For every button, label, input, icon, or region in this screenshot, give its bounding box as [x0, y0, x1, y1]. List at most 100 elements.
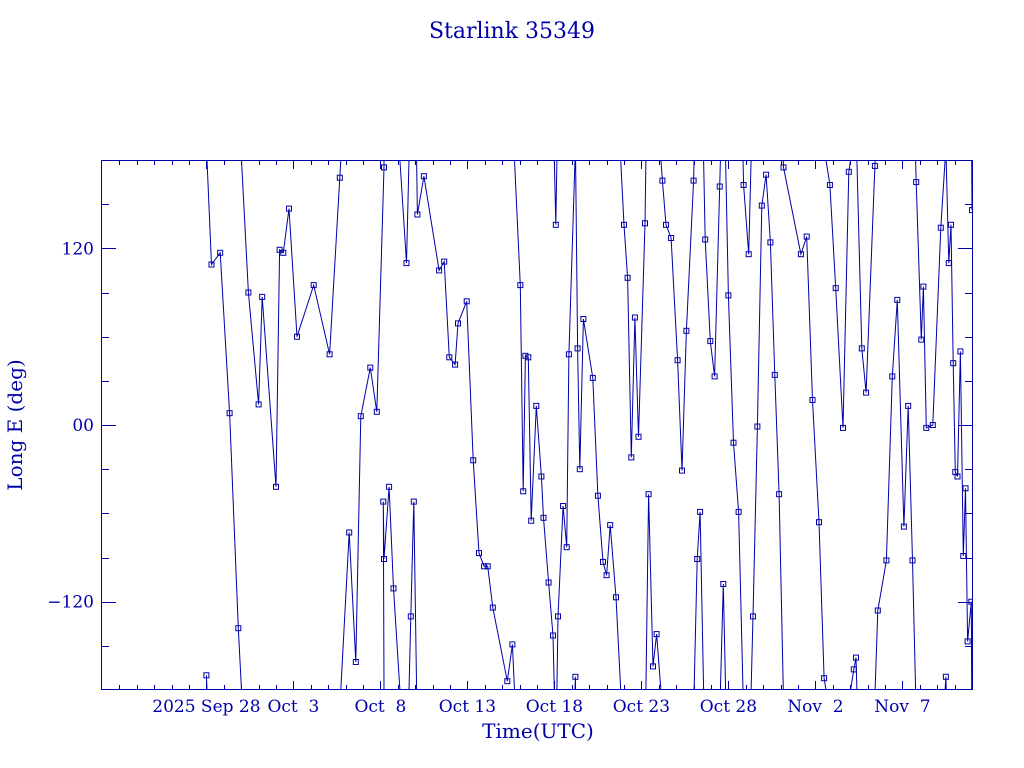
- x-tick-label: Oct 3: [267, 697, 319, 717]
- data-point: [255, 401, 262, 408]
- data-point: [809, 397, 816, 403]
- data-point: [613, 594, 619, 601]
- x-tick-label: Oct 18: [526, 697, 583, 717]
- data-point: [310, 282, 317, 289]
- data-point: [217, 249, 224, 256]
- data-point: [484, 563, 491, 570]
- x-tick-label: Oct 13: [439, 697, 496, 717]
- data-point: [455, 320, 461, 327]
- data-point: [631, 314, 638, 321]
- x-tick-label: Oct 8: [354, 697, 406, 717]
- data-point: [942, 673, 949, 680]
- data-point: [711, 373, 718, 380]
- data-point: [346, 529, 353, 536]
- data-point: [950, 360, 957, 367]
- data-point: [565, 351, 572, 358]
- data-point: [600, 558, 606, 565]
- data-point: [918, 336, 925, 343]
- data-point: [273, 483, 279, 490]
- data-point: [937, 224, 944, 231]
- data-point: [576, 466, 583, 473]
- data-point: [735, 508, 742, 515]
- data-point: [702, 236, 709, 243]
- data-point: [386, 483, 393, 490]
- data-point: [517, 282, 524, 289]
- data-point: [889, 373, 896, 380]
- data-point: [763, 171, 770, 178]
- data-point: [668, 235, 675, 241]
- data-point: [690, 177, 697, 184]
- data-point: [707, 338, 714, 345]
- y-tick-label: 120: [62, 239, 94, 259]
- data-point: [969, 207, 972, 214]
- data-point: [826, 182, 833, 188]
- data-point: [730, 439, 737, 446]
- data-point: [489, 604, 496, 611]
- data-point: [504, 678, 511, 685]
- data-point: [476, 550, 482, 557]
- data-point: [716, 183, 723, 190]
- data-point: [538, 473, 545, 480]
- series-longitude: [203, 160, 972, 690]
- data-point: [650, 663, 656, 670]
- y-tick-label: −120: [47, 593, 94, 613]
- data-point: [357, 413, 364, 420]
- data-point: [446, 354, 453, 361]
- data-point: [816, 519, 822, 526]
- data-point: [470, 457, 477, 464]
- data-point: [920, 283, 927, 290]
- data-point: [923, 424, 930, 431]
- data-point: [373, 408, 380, 415]
- data-point: [436, 267, 443, 274]
- chart-title: Starlink 35349: [429, 19, 595, 44]
- data-point: [607, 522, 614, 529]
- data-point: [407, 613, 414, 620]
- data-point: [226, 410, 233, 417]
- data-point: [525, 354, 532, 361]
- data-point: [803, 233, 810, 240]
- data-point: [767, 239, 774, 246]
- data-point: [750, 613, 756, 620]
- x-tick-label: Oct 28: [700, 697, 757, 717]
- data-point: [550, 632, 556, 639]
- data-point: [420, 173, 427, 180]
- data-point: [694, 556, 701, 562]
- data-point: [563, 544, 570, 551]
- data-point: [962, 485, 969, 492]
- data-point: [463, 298, 470, 305]
- data-point: [845, 168, 852, 175]
- data-point: [683, 327, 690, 334]
- data-point: [326, 351, 333, 358]
- data-point: [679, 467, 685, 474]
- data-point: [533, 402, 540, 409]
- data-point: [797, 251, 804, 258]
- data-point: [286, 205, 292, 212]
- data-point: [900, 523, 907, 530]
- data-point: [528, 517, 535, 524]
- data-point: [635, 433, 642, 440]
- data-point: [403, 260, 410, 267]
- data-point: [336, 174, 343, 181]
- data-point: [574, 345, 581, 352]
- data-point: [481, 563, 488, 570]
- data-point: [380, 498, 387, 505]
- data-point: [294, 333, 300, 340]
- data-point: [913, 179, 920, 186]
- data-point: [624, 274, 631, 281]
- y-tick-label: 00: [72, 416, 94, 436]
- x-tick-label: Nov 2: [787, 697, 843, 717]
- data-point: [957, 348, 964, 355]
- data-point: [390, 585, 397, 592]
- data-point: [381, 556, 387, 562]
- data-point: [572, 673, 579, 680]
- y-axis: 120 00 −120: [47, 204, 972, 647]
- data-point: [929, 422, 936, 428]
- data-point: [552, 221, 559, 228]
- data-point: [367, 364, 374, 371]
- data-point: [410, 498, 417, 505]
- data-point: [589, 374, 596, 381]
- data-point: [594, 492, 601, 499]
- data-point: [697, 508, 704, 515]
- data-point: [909, 557, 916, 564]
